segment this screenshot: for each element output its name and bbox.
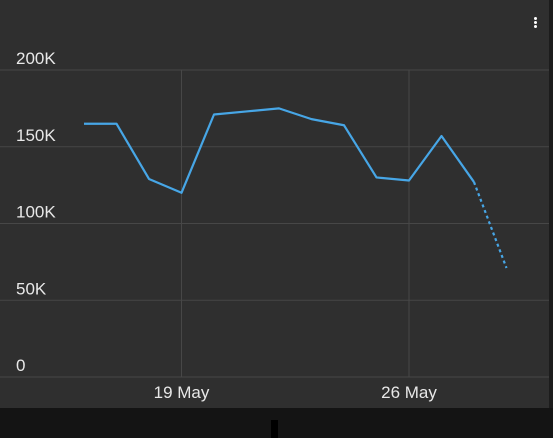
series-line xyxy=(84,107,475,194)
y-tick-label: 0 xyxy=(16,356,25,375)
chart-card xyxy=(0,0,553,408)
y-tick-label: 100K xyxy=(16,203,56,222)
x-tick-label: 26 May xyxy=(381,383,437,402)
more-options-icon[interactable] xyxy=(529,12,541,32)
projected-series-line xyxy=(472,181,508,269)
y-tick-label: 200K xyxy=(16,49,56,68)
bottom-handle xyxy=(271,420,278,438)
y-tick-label: 50K xyxy=(16,279,47,298)
x-tick-label: 19 May xyxy=(154,383,210,402)
y-tick-label: 150K xyxy=(16,126,56,145)
line-chart: 0 50K 100K 150K 200K 19 May 26 May xyxy=(0,49,549,402)
